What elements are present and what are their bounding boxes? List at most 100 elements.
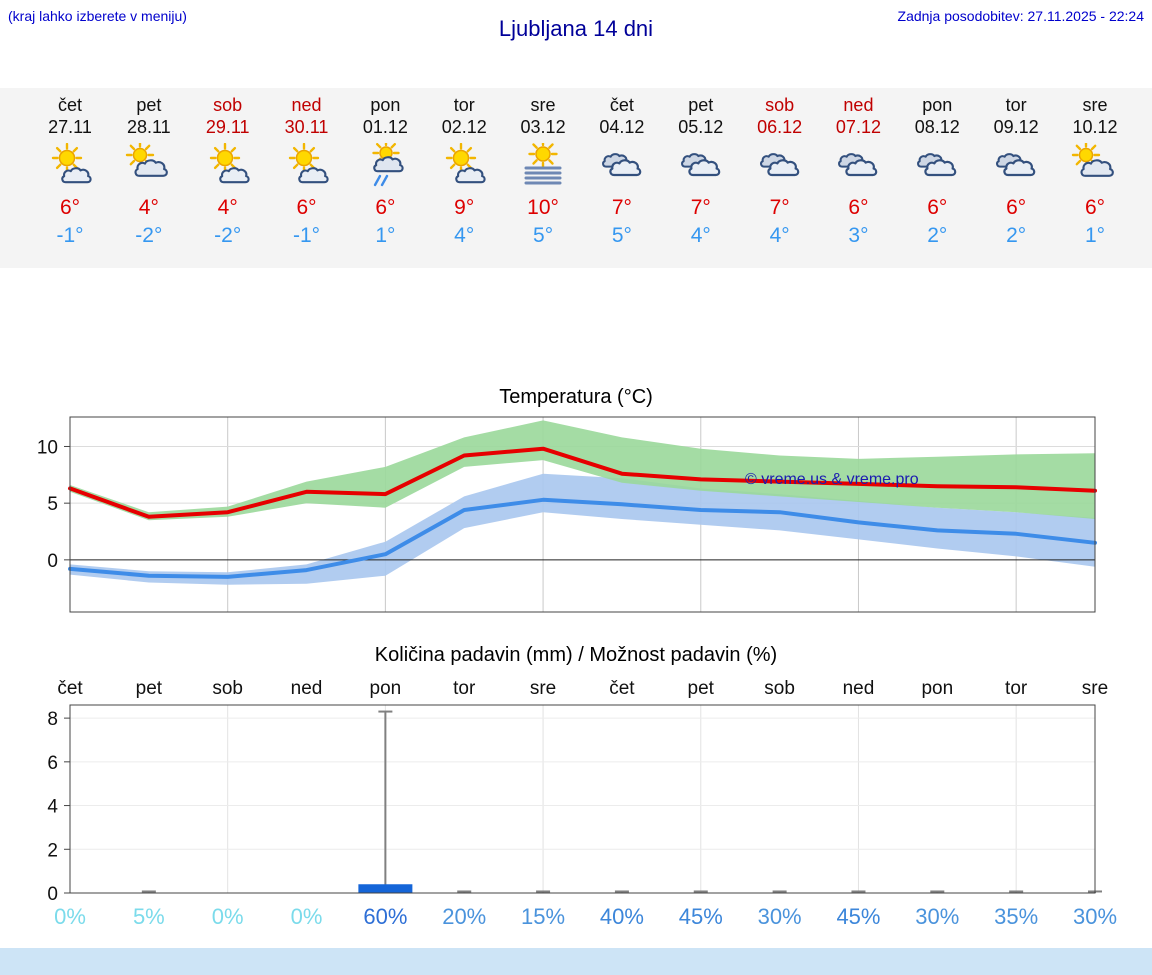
day-name-label: čet <box>57 95 82 115</box>
day-name-label: sob <box>213 95 243 115</box>
min-temp-label: 5° <box>611 224 632 247</box>
location-menu-hint[interactable]: (kraj lahko izberete v meniju) <box>8 8 187 24</box>
min-temp-label: 3° <box>848 224 869 247</box>
day-date-label: 05.12 <box>678 117 724 137</box>
precip-probability-label: 30% <box>1073 904 1117 929</box>
day-date-label: 10.12 <box>1072 117 1118 137</box>
weather-icon-partly-sunny <box>267 143 347 193</box>
day-name-label: čet <box>609 95 634 115</box>
forecast-day-column: čet 04.12 7° 5° <box>582 88 662 249</box>
day-name-label: tor <box>1005 678 1028 699</box>
day-name-label: ned <box>843 95 874 115</box>
min-temp-label: -1° <box>56 224 84 247</box>
precip-bar <box>358 884 413 893</box>
max-temperature-range-band <box>70 420 1095 521</box>
weather-icon-cloudy <box>976 143 1056 193</box>
cloudy-icon <box>838 153 878 177</box>
plot-border <box>69 704 1096 894</box>
weather-icon-partly-sunny <box>30 143 110 193</box>
y-tick-label: 5 <box>47 494 58 515</box>
weather-icon-cloudy <box>897 143 977 193</box>
max-temp-label: 10° <box>527 196 559 219</box>
forecast-day-column: sob 06.12 7° 4° <box>740 88 820 249</box>
day-name-label: čet <box>609 678 635 699</box>
precip-probability-label: 45% <box>679 904 723 929</box>
forecast-day-column: čet 27.11 6° -1° <box>30 88 110 249</box>
precip-probability-label: 35% <box>994 904 1038 929</box>
min-temp-label: 4° <box>690 224 711 247</box>
day-name-label: pet <box>688 678 715 699</box>
min-temp-label: -2° <box>214 224 242 247</box>
cloudy-icon <box>917 153 957 177</box>
precip-probability-label: 15% <box>521 904 565 929</box>
precip-probability-label: 20% <box>442 904 486 929</box>
day-date-label: 02.12 <box>441 117 487 137</box>
weather-icon-partly-sunny <box>188 143 268 193</box>
cloudy-sun-icon <box>1071 143 1114 177</box>
plot-border <box>69 416 1096 613</box>
day-date-label: 27.11 <box>48 117 92 137</box>
day-name-label: sob <box>764 678 795 699</box>
weather-icon-cloudy-sun <box>1055 143 1135 193</box>
precip-chart-title: Količina padavin (mm) / Možnost padavin … <box>374 644 778 666</box>
forecast-day-column: tor 02.12 9° 4° <box>424 88 504 249</box>
day-date-label: 29.11 <box>205 117 250 137</box>
copyright-watermark[interactable]: © vreme.us & vreme.pro <box>745 471 919 488</box>
rain-sun-icon <box>372 143 405 187</box>
weather-icon-cloudy-sun <box>109 143 189 193</box>
max-temp-label: 6° <box>59 196 81 219</box>
last-updated-label: Zadnja posodobitev: 27.11.2025 - 22:24 <box>897 8 1144 24</box>
y-tick-label: 4 <box>47 797 58 818</box>
cloudy-icon <box>601 153 642 177</box>
day-name-label: sre <box>1082 95 1108 115</box>
max-temp-label: 4° <box>138 196 159 219</box>
day-date-label: 08.12 <box>914 117 960 137</box>
day-date-label: 09.12 <box>993 117 1039 137</box>
max-temp-label: 6° <box>1006 196 1027 219</box>
day-name-label: tor <box>453 95 475 115</box>
day-date-label: 30.11 <box>284 117 329 137</box>
weather-icon-fog-sun <box>503 143 583 193</box>
day-name-label: pon <box>922 95 953 115</box>
day-name-label: pet <box>136 95 162 115</box>
day-date-label: 07.12 <box>835 117 881 137</box>
day-name-label: čet <box>57 678 83 699</box>
day-name-label: sre <box>1082 678 1108 699</box>
max-temp-label: 6° <box>375 196 396 219</box>
y-tick-label: 6 <box>47 753 58 774</box>
min-temp-label: 4° <box>454 224 475 247</box>
min-temp-label: 2° <box>1006 224 1027 247</box>
day-date-label: 01.12 <box>362 117 408 137</box>
temperature-chart-title: Temperatura (°C) <box>499 386 653 408</box>
forecast-day-column: pet 28.11 4° -2° <box>109 88 189 249</box>
precip-probability-label: 60% <box>363 904 407 929</box>
cloudy-icon <box>996 153 1036 177</box>
max-temp-label: 9° <box>454 196 475 219</box>
min-temp-label: 4° <box>769 224 790 247</box>
precipitation-chart: čet pet sob ned pon tor sre čet pet sob ned pon tor s… <box>47 678 1117 929</box>
day-name-label: pon <box>921 678 953 699</box>
day-date-label: 03.12 <box>520 117 566 137</box>
day-name-label: tor <box>453 678 476 699</box>
min-temp-label: -1° <box>292 224 321 247</box>
precip-probability-label: 30% <box>915 904 959 929</box>
day-name-label: pet <box>688 95 714 115</box>
forecast-day-column: tor 09.12 6° 2° <box>976 88 1056 249</box>
fog-sun-icon <box>524 143 562 185</box>
weather-icon-rain-sun <box>345 143 425 193</box>
forecast-day-column: ned 30.11 6° -1° <box>267 88 347 249</box>
y-tick-label: 10 <box>37 437 58 458</box>
min-temp-label: 2° <box>927 224 948 247</box>
weather-icon-cloudy <box>661 143 741 193</box>
forecast-day-column: sre 03.12 10° 5° <box>503 88 583 249</box>
day-name-label: pet <box>136 678 163 699</box>
day-name-label: sre <box>530 95 556 115</box>
y-tick-label: 8 <box>47 709 58 730</box>
max-temp-label: 6° <box>927 196 948 219</box>
min-temp-label: 1° <box>1084 224 1106 247</box>
max-temperature-line <box>68 446 1097 519</box>
page-title: Ljubljana 14 dni <box>498 16 654 41</box>
temperature-chart: 0 5 10 © vreme.us & vreme.pro <box>37 416 1097 613</box>
partly-sunny-icon <box>209 143 250 184</box>
